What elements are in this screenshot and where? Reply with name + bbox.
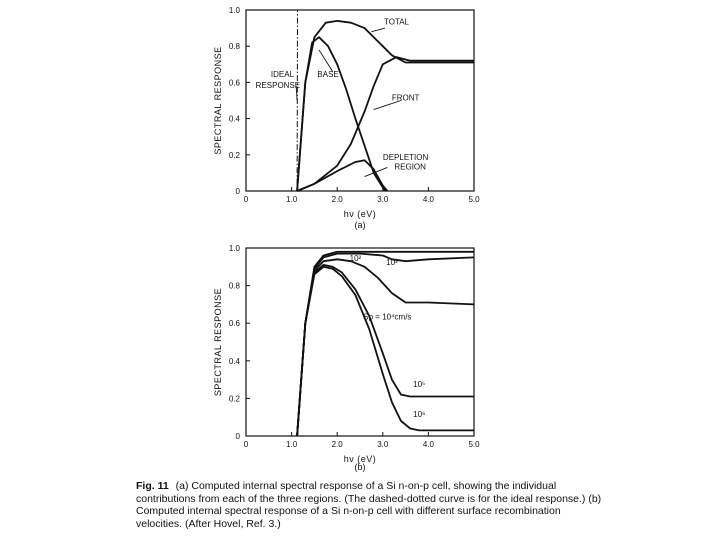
x-tick-label: 1.0	[286, 440, 298, 449]
chart-panel-b: 0 1.0 2.0 3.0 4.0 5.0 0 0.2 0.4 0.6 0.8 1.0 hν (eV) S…	[213, 244, 480, 472]
y-axis-label: SPECTRAL RESPONSE	[213, 46, 223, 154]
annotation-label: DEPLETION	[383, 153, 429, 162]
series-line	[296, 36, 386, 192]
annotation-leader	[373, 100, 402, 110]
y-tick-label: 0	[236, 187, 241, 196]
annotation-label: IDEAL	[271, 70, 295, 79]
annotation-label: 10³	[386, 258, 398, 267]
series-line	[296, 252, 475, 437]
y-tick-label: 0	[236, 432, 241, 441]
y-tick-label: 0.6	[229, 78, 241, 87]
series-line	[296, 265, 474, 437]
x-tick-label: 3.0	[377, 440, 389, 449]
annotation-label: TOTAL	[384, 17, 410, 26]
y-tick-label: 0.8	[229, 42, 241, 51]
caption-text: (a) Computed internal spectral response …	[136, 480, 602, 530]
annotation-label: FRONT	[392, 94, 420, 103]
y-tick-label: 0.8	[229, 282, 241, 291]
annotation-label: REGION	[394, 162, 426, 171]
plot-frame	[245, 247, 475, 437]
annotation-leader	[295, 85, 298, 101]
x-tick-label: 2.0	[332, 195, 344, 204]
y-tick-label: 0.4	[229, 357, 241, 366]
chart-panel-a: 0 1.0 2.0 3.0 4.0 5.0 0 0.2 0.4 0.6 0.8 1.0 hν (eV) S…	[213, 6, 480, 230]
y-tick-label: 0.4	[229, 115, 241, 124]
x-tick-label: 0	[244, 440, 249, 449]
annotation-label: RESPONSE	[256, 81, 300, 90]
annotation-label: BASE	[317, 70, 338, 79]
x-axis-label: hν (eV)	[344, 209, 377, 219]
annotation-leader	[371, 27, 386, 33]
figure-caption: Fig. 11 (a) Computed internal spectral r…	[136, 480, 606, 530]
series-line	[296, 264, 474, 437]
x-tick-label: 1.0	[286, 195, 298, 204]
caption-label: Fig. 11	[136, 480, 169, 492]
series-line	[296, 20, 474, 192]
panel-label: (b)	[355, 462, 366, 472]
y-tick-label: 0.2	[229, 394, 241, 403]
x-tick-label: 4.0	[423, 440, 435, 449]
x-tick-label: 3.0	[377, 195, 389, 204]
series-line	[296, 250, 474, 437]
x-tick-label: 5.0	[468, 195, 480, 204]
series-line	[296, 258, 475, 437]
x-tick-label: 5.0	[468, 440, 480, 449]
panel-label: (a)	[355, 220, 366, 230]
y-tick-label: 1.0	[229, 6, 241, 15]
x-axis-label: hν (eV)	[344, 454, 377, 464]
y-tick-label: 0.6	[229, 319, 241, 328]
annotation-label: 10⁶	[413, 410, 425, 419]
series-line	[246, 9, 474, 192]
annotation-label: 10²	[350, 254, 362, 263]
series-line	[296, 56, 474, 192]
annotation-label: 10⁵	[413, 380, 425, 389]
series-line	[296, 159, 389, 192]
plot-frame	[245, 9, 475, 192]
y-axis-label: SPECTRAL RESPONSE	[213, 288, 223, 396]
y-tick-label: 0.2	[229, 151, 241, 160]
y-tick-label: 1.0	[229, 244, 241, 253]
x-tick-label: 4.0	[423, 195, 435, 204]
x-tick-label: 2.0	[332, 440, 344, 449]
x-tick-label: 0	[244, 195, 249, 204]
annotation-label: Sp = 10⁴cm/s	[363, 312, 411, 321]
annotation-leader	[318, 49, 334, 72]
annotation-leader	[364, 167, 388, 177]
